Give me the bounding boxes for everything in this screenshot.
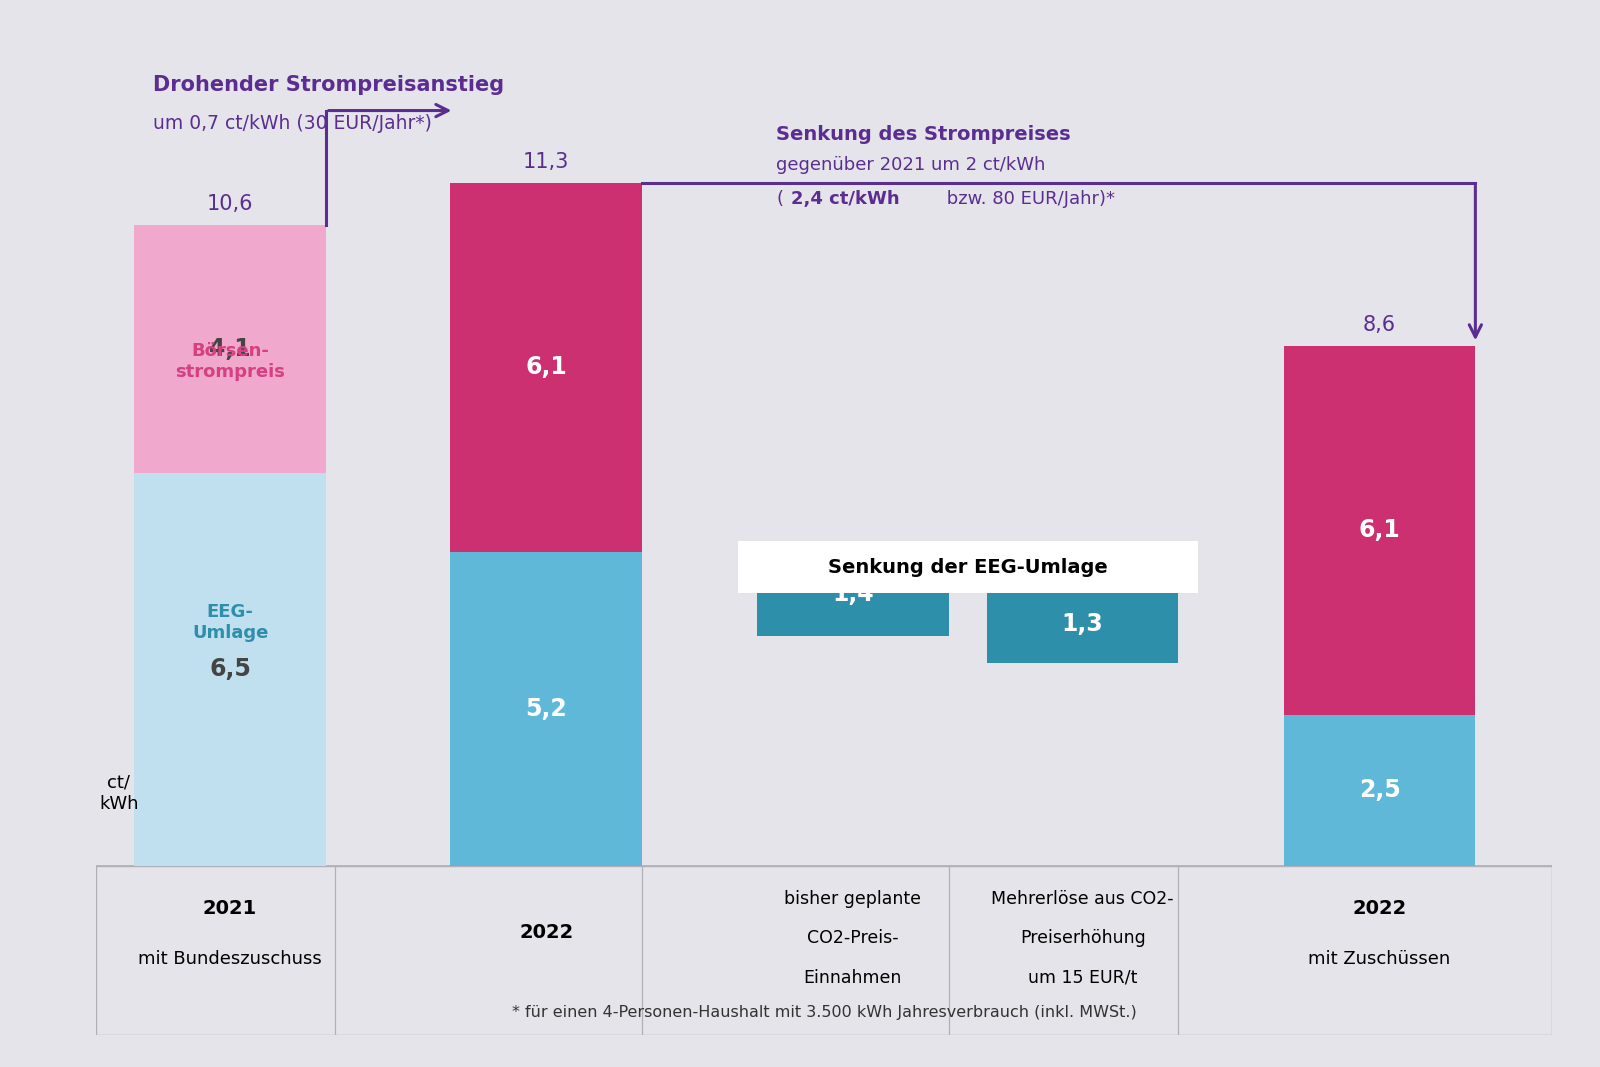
- Text: mit Bundeszuschuss: mit Bundeszuschuss: [138, 951, 322, 969]
- Text: 1,3: 1,3: [1062, 612, 1104, 636]
- Text: 2021: 2021: [203, 898, 258, 918]
- Text: um 15 EUR/t: um 15 EUR/t: [1027, 969, 1138, 987]
- Text: CO2-Preis-: CO2-Preis-: [806, 929, 899, 947]
- FancyBboxPatch shape: [96, 865, 1552, 1035]
- Text: bzw. 80 EUR/Jahr)*: bzw. 80 EUR/Jahr)*: [941, 190, 1115, 208]
- Text: Preiserhöhung: Preiserhöhung: [1019, 929, 1146, 947]
- Text: 10,6: 10,6: [206, 194, 253, 214]
- Text: 2,4 ct/kWh: 2,4 ct/kWh: [792, 190, 901, 208]
- Bar: [134, 225, 326, 473]
- Text: Mehrerlöse aus CO2-: Mehrerlöse aus CO2-: [992, 890, 1174, 908]
- Text: 2,5: 2,5: [1358, 778, 1400, 802]
- Text: Drohender Strompreisanstieg: Drohender Strompreisanstieg: [154, 76, 504, 95]
- Text: Einnahmen: Einnahmen: [803, 969, 902, 987]
- Bar: [451, 552, 642, 865]
- Bar: [451, 184, 642, 552]
- Text: * für einen 4-Personen-Haushalt mit 3.500 kWh Jahresverbrauch (inkl. MWSt.): * für einen 4-Personen-Haushalt mit 3.50…: [512, 1005, 1136, 1020]
- Text: gegenüber 2021 um 2 ct/kWh: gegenüber 2021 um 2 ct/kWh: [776, 156, 1045, 174]
- Text: 5,2: 5,2: [525, 697, 566, 720]
- Bar: [1283, 346, 1475, 715]
- Text: EEG-
Umlage: EEG- Umlage: [192, 603, 269, 641]
- Text: Senkung der EEG-Umlage: Senkung der EEG-Umlage: [827, 558, 1107, 576]
- Text: 1,4: 1,4: [832, 582, 874, 606]
- Text: 2022: 2022: [1352, 898, 1406, 918]
- Bar: [134, 473, 326, 865]
- Bar: [1283, 715, 1475, 865]
- Text: Senkung des Strompreises: Senkung des Strompreises: [776, 125, 1070, 144]
- Text: 6,1: 6,1: [525, 355, 566, 380]
- Text: 6,1: 6,1: [1358, 519, 1400, 542]
- Text: (: (: [776, 190, 782, 208]
- Text: 6,5: 6,5: [210, 657, 251, 682]
- Text: 2022: 2022: [518, 923, 573, 942]
- Text: 4,1: 4,1: [210, 337, 251, 362]
- Text: 11,3: 11,3: [523, 153, 570, 172]
- Bar: [987, 585, 1179, 664]
- Text: Börsen-
strompreis: Börsen- strompreis: [174, 343, 285, 381]
- Text: um 0,7 ct/kWh (30 EUR/Jahr*): um 0,7 ct/kWh (30 EUR/Jahr*): [154, 113, 432, 132]
- Text: mit Zuschüssen: mit Zuschüssen: [1309, 951, 1451, 969]
- Text: bisher geplante: bisher geplante: [784, 890, 922, 908]
- Text: ct/
kWh: ct/ kWh: [99, 774, 139, 813]
- Bar: [757, 552, 949, 636]
- Text: 8,6: 8,6: [1363, 316, 1397, 335]
- FancyBboxPatch shape: [738, 541, 1197, 592]
